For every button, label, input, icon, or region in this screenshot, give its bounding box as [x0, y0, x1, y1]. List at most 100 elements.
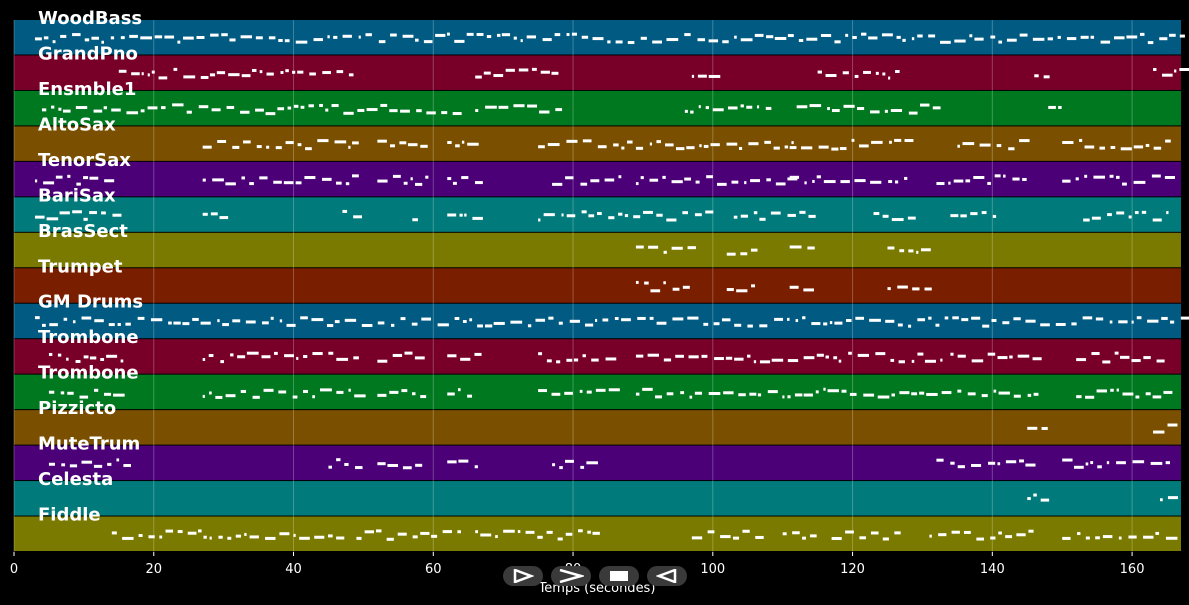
note: [1027, 497, 1031, 501]
note: [987, 352, 996, 356]
note: [505, 68, 515, 72]
note: [345, 182, 350, 186]
note: [774, 36, 787, 40]
note: [938, 533, 947, 537]
note: [249, 182, 254, 186]
note: [353, 356, 359, 360]
note: [414, 38, 419, 42]
stop-button[interactable]: [599, 566, 639, 586]
note: [457, 530, 461, 534]
note: [308, 104, 314, 108]
note: [774, 317, 784, 321]
note: [546, 530, 553, 534]
note: [823, 180, 836, 184]
note: [431, 534, 438, 538]
note: [60, 34, 67, 38]
rewind-button[interactable]: [647, 566, 687, 586]
note: [652, 40, 663, 44]
note: [263, 388, 274, 392]
note: [869, 318, 881, 322]
note: [912, 287, 920, 291]
x-tick-label: 160: [1120, 562, 1145, 577]
note: [845, 530, 854, 534]
note: [1091, 352, 1100, 356]
note: [564, 459, 574, 463]
note: [230, 353, 234, 357]
note: [48, 352, 53, 356]
note: [447, 354, 457, 358]
note: [746, 105, 753, 109]
note: [662, 175, 666, 179]
note: [240, 389, 247, 393]
note: [461, 176, 469, 180]
note: [859, 536, 866, 540]
note: [944, 316, 949, 320]
note: [1097, 465, 1102, 469]
note: [1085, 462, 1089, 466]
fast-forward-icon: [559, 569, 584, 583]
note: [480, 533, 492, 537]
note: [255, 36, 263, 40]
note: [141, 72, 144, 76]
note: [566, 33, 570, 37]
note: [841, 389, 847, 393]
note: [103, 106, 108, 110]
note: [1043, 75, 1050, 79]
note: [1165, 461, 1170, 465]
note: [875, 352, 886, 356]
note: [726, 252, 736, 256]
fast-forward-button[interactable]: [551, 566, 591, 586]
note: [839, 147, 847, 151]
note: [313, 38, 323, 42]
note: [782, 395, 785, 399]
note: [1082, 316, 1093, 320]
note: [755, 535, 764, 539]
note: [750, 179, 761, 183]
note: [103, 392, 112, 396]
note: [343, 111, 354, 115]
note: [817, 70, 822, 74]
note: [212, 178, 224, 182]
note: [1179, 68, 1189, 72]
note: [1109, 320, 1113, 324]
note: [1022, 177, 1027, 181]
note: [1126, 35, 1138, 39]
track-label-pizzicto: Pizzicto: [38, 398, 116, 419]
track-lane: [14, 410, 1181, 445]
note: [89, 211, 97, 215]
note: [1028, 529, 1034, 533]
note: [278, 390, 287, 394]
note: [882, 214, 889, 218]
note: [1090, 461, 1094, 465]
note: [537, 535, 543, 539]
note: [608, 388, 620, 392]
play-button[interactable]: [503, 566, 543, 586]
note: [380, 103, 388, 107]
note: [671, 180, 683, 184]
note: [707, 530, 715, 534]
note: [241, 176, 245, 180]
note: [232, 145, 240, 149]
note: [1107, 213, 1112, 217]
note: [899, 391, 910, 395]
note: [957, 465, 965, 469]
note: [1095, 317, 1104, 321]
x-tick-label: 40: [285, 562, 302, 577]
note: [1153, 430, 1165, 434]
note: [295, 40, 308, 44]
note: [791, 141, 794, 145]
note: [757, 393, 762, 397]
note: [672, 317, 684, 321]
note: [192, 317, 199, 321]
note: [951, 530, 960, 534]
note: [924, 287, 932, 291]
note: [49, 323, 58, 327]
note: [827, 107, 830, 111]
note: [816, 353, 824, 357]
note: [902, 38, 906, 42]
note: [990, 35, 996, 39]
note: [377, 321, 385, 325]
note: [474, 181, 483, 185]
note: [72, 210, 82, 214]
note: [420, 531, 430, 535]
